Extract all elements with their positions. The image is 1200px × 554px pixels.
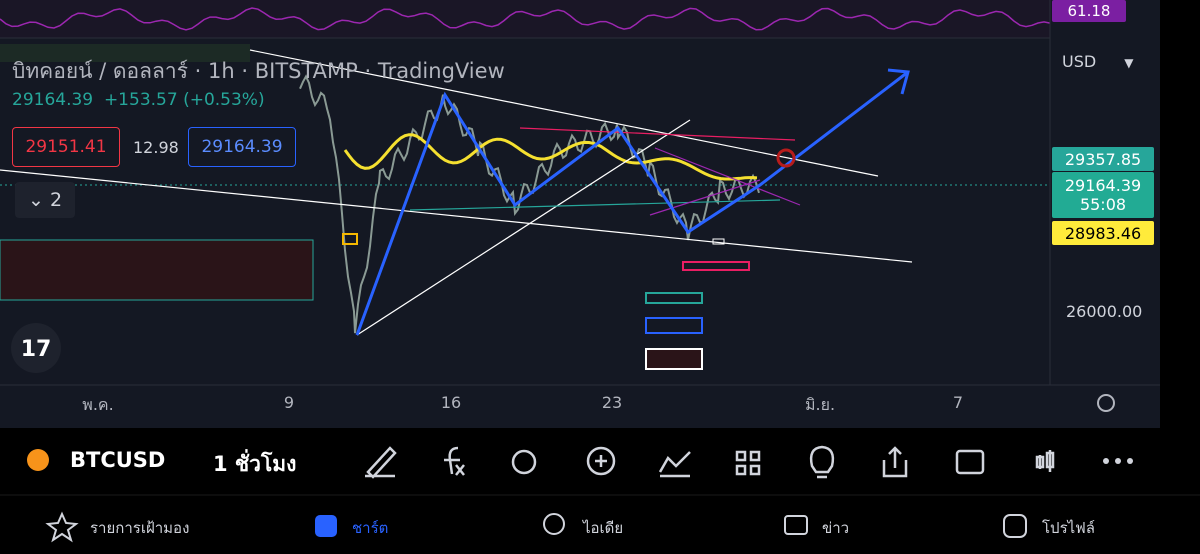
last-price-label: 29164.39 55:08 xyxy=(1052,172,1154,218)
quote: 29164.39 +153.57 (+0.53%) xyxy=(12,90,265,110)
alert-icon[interactable] xyxy=(511,449,537,475)
arrow-head xyxy=(887,68,910,95)
last-price-value: 29164.39 xyxy=(1064,176,1142,195)
buy-button[interactable]: 29164.39 xyxy=(188,127,296,167)
time-label: มิ.ย. xyxy=(804,395,836,414)
wedge-line xyxy=(649,179,761,216)
watchlist-icon[interactable] xyxy=(45,511,79,543)
legend-box xyxy=(682,261,750,271)
moving-average xyxy=(343,133,758,181)
wedge-line xyxy=(654,147,801,206)
legend-box xyxy=(645,317,703,334)
price-level: 26000.00 xyxy=(1066,302,1143,321)
more-dot[interactable] xyxy=(1115,458,1121,464)
wave-path xyxy=(355,70,909,336)
trend-line xyxy=(356,119,691,336)
draw-icon[interactable] xyxy=(365,446,397,479)
add-icon-plus xyxy=(595,455,607,467)
indicators-icon[interactable] xyxy=(658,451,691,478)
idea-icon[interactable] xyxy=(809,445,835,479)
nav-label[interactable]: ข่าว xyxy=(822,519,850,537)
chart-tab-icon[interactable] xyxy=(315,515,337,537)
trend-line xyxy=(249,49,879,177)
indicator-pane xyxy=(0,0,1050,38)
low-price-label: 28983.46 xyxy=(1052,221,1154,245)
more-dot[interactable] xyxy=(1103,458,1109,464)
legend-box xyxy=(645,292,703,304)
toolbar-symbol[interactable]: BTCUSD xyxy=(70,448,166,472)
share-icon[interactable] xyxy=(882,446,908,478)
exchange: BITSTAMP xyxy=(254,59,358,83)
nav-label[interactable]: ไอเดีย xyxy=(583,519,624,537)
rsi-line xyxy=(0,7,1051,31)
nav-label[interactable]: โปรไฟล์ xyxy=(1042,519,1095,537)
nav-label[interactable]: ชาร์ต xyxy=(352,519,389,537)
currency-label[interactable]: USD ▼ xyxy=(1062,52,1133,71)
price-path xyxy=(299,74,760,334)
replay-icon[interactable] xyxy=(955,449,985,475)
news-tab-icon[interactable] xyxy=(784,515,808,535)
time-label: 16 xyxy=(440,393,462,412)
source: TradingView xyxy=(377,59,505,83)
trend-line xyxy=(0,169,913,263)
time-label: 9 xyxy=(283,393,295,412)
symbol-name: บิทคอยน์ / ดอลลาร์ xyxy=(12,59,188,83)
spread: 12.98 xyxy=(133,138,179,157)
price-change: +153.57 (+0.53%) xyxy=(103,90,265,110)
indicators-toggle[interactable]: ⌄ 2 xyxy=(15,182,75,218)
support-line xyxy=(409,199,781,211)
settings-icon[interactable] xyxy=(1097,394,1115,412)
chart-type-icon[interactable] xyxy=(1035,450,1055,472)
coin-icon xyxy=(27,449,49,471)
zone-box xyxy=(0,44,250,62)
chevron: ⌄ xyxy=(27,189,50,211)
profile-tab-icon[interactable] xyxy=(1003,514,1027,538)
resistance-line xyxy=(519,127,796,141)
indicator-count: 2 xyxy=(49,189,63,211)
line-price-label: 29357.85 xyxy=(1052,147,1154,171)
logo: 17 xyxy=(21,337,52,362)
zone-box xyxy=(0,239,314,301)
logo-badge xyxy=(11,323,61,373)
add-icon[interactable] xyxy=(586,446,616,476)
symbol-header: บิทคอยน์ / ดอลลาร์ · 1h · BITSTAMP · Tra… xyxy=(12,59,505,83)
function-icon[interactable] xyxy=(444,446,465,476)
sell-button[interactable]: 29151.41 xyxy=(12,127,120,167)
last-price: 29164.39 xyxy=(12,90,94,110)
nav-label[interactable]: รายการเฝ้ามอง xyxy=(90,519,190,537)
currency: USD xyxy=(1062,52,1097,71)
interval: 1h xyxy=(208,59,235,83)
time-label: 7 xyxy=(952,393,964,412)
toolbar-interval[interactable]: 1 ชั่วโมง xyxy=(213,452,297,476)
time-label: 23 xyxy=(601,393,623,412)
bar-countdown: 55:08 xyxy=(1079,195,1127,214)
marker-box xyxy=(712,238,725,245)
layout-icon[interactable] xyxy=(735,450,761,476)
ideas-tab-icon[interactable] xyxy=(543,513,565,535)
chart-bg xyxy=(0,0,1160,428)
more-dot[interactable] xyxy=(1127,458,1133,464)
dropdown-arrow: ▼ xyxy=(1124,56,1134,70)
legend-box xyxy=(645,348,703,370)
marker-box xyxy=(342,233,358,245)
target-marker xyxy=(776,148,796,168)
rsi-value-label: 61.18 xyxy=(1052,0,1126,22)
time-label: พ.ค. xyxy=(82,395,114,414)
